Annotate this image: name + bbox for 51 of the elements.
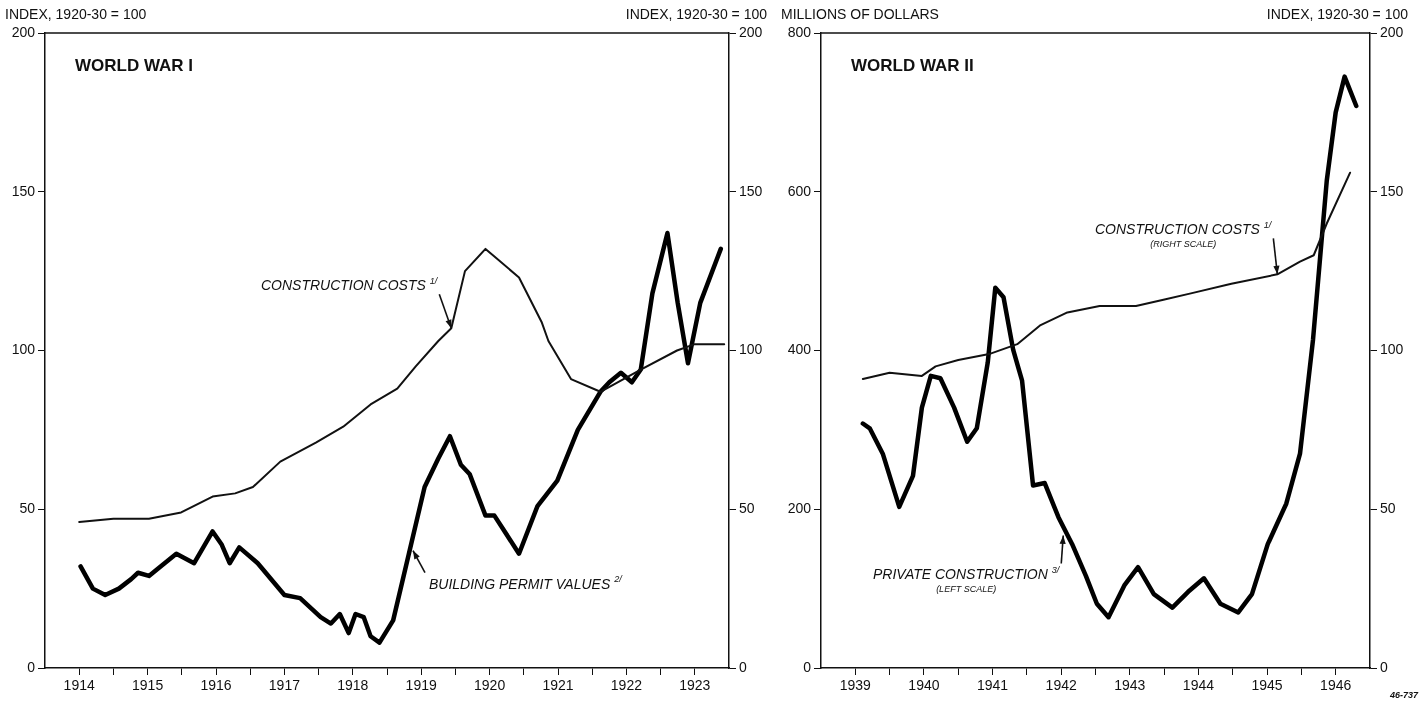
x-tick-label: 1943 [1114, 677, 1146, 694]
x-tick-label: 1945 [1251, 677, 1283, 694]
x-tick-label: 1917 [268, 677, 301, 694]
text: 46-737 [1388, 690, 1419, 700]
y-axis-title: MILLIONS OF DOLLARS [781, 6, 939, 22]
y2-tick-label: 0 [1380, 658, 1388, 675]
x-tick-label: 1919 [405, 677, 437, 694]
y-tick-label: 200 [787, 500, 812, 517]
y-tick-label: 0 [27, 658, 36, 675]
y2-tick-label: 150 [1380, 182, 1404, 199]
y-tick-label: 800 [787, 23, 812, 40]
y-tick-label: 200 [11, 23, 36, 40]
y2-tick-label: 100 [1380, 341, 1404, 358]
x-tick-label: 1914 [63, 677, 95, 694]
annotation: (LEFT SCALE) [936, 584, 997, 595]
x-tick-label: 1942 [1045, 677, 1077, 694]
x-tick-label: 1941 [976, 677, 1009, 694]
x-tick-label: 1921 [542, 677, 574, 694]
y-tick-label: 50 [19, 500, 36, 517]
text: WORLD WAR II [851, 56, 974, 75]
y2-tick-label: 0 [739, 658, 747, 675]
x-tick-label: 1918 [337, 677, 369, 694]
x-tick-label: 1946 [1320, 677, 1352, 694]
annotation: BUILDING PERMIT VALUES 2/ [428, 574, 624, 592]
y2-axis-title: INDEX, 1920-30 = 100 [1266, 6, 1409, 22]
y2-tick-label: 50 [1380, 500, 1396, 517]
y2-tick-label: 150 [739, 182, 763, 199]
x-tick-label: 1915 [132, 677, 164, 694]
text: WORLD WAR I [75, 56, 194, 75]
y2-axis-title: INDEX, 1920-30 = 100 [625, 6, 768, 22]
annotation: PRIVATE CONSTRUCTION 3/ [873, 565, 1061, 583]
y-tick-label: 0 [803, 658, 812, 675]
x-tick-label: 1923 [679, 677, 711, 694]
annotation: CONSTRUCTION COSTS 1/ [1094, 220, 1273, 238]
annotation: (RIGHT SCALE) [1150, 239, 1217, 250]
y2-tick-label: 50 [739, 500, 755, 517]
x-tick-label: 1922 [610, 677, 643, 694]
y-axis-title: INDEX, 1920-30 = 100 [5, 6, 147, 22]
x-tick-label: 1920 [474, 677, 506, 694]
y2-tick-label: 200 [739, 23, 763, 40]
x-tick-label: 1940 [908, 677, 940, 694]
y-tick-label: 600 [787, 182, 812, 199]
y-tick-label: 100 [11, 341, 36, 358]
annotation: CONSTRUCTION COSTS 1/ [260, 275, 439, 294]
y-tick-label: 150 [11, 182, 36, 199]
x-tick-label: 1916 [200, 677, 232, 694]
y2-tick-label: 100 [739, 341, 763, 358]
x-tick-label: 1944 [1182, 677, 1215, 694]
y-tick-label: 400 [787, 341, 812, 358]
x-tick-label: 1939 [839, 677, 872, 694]
y2-tick-label: 200 [1380, 23, 1404, 40]
